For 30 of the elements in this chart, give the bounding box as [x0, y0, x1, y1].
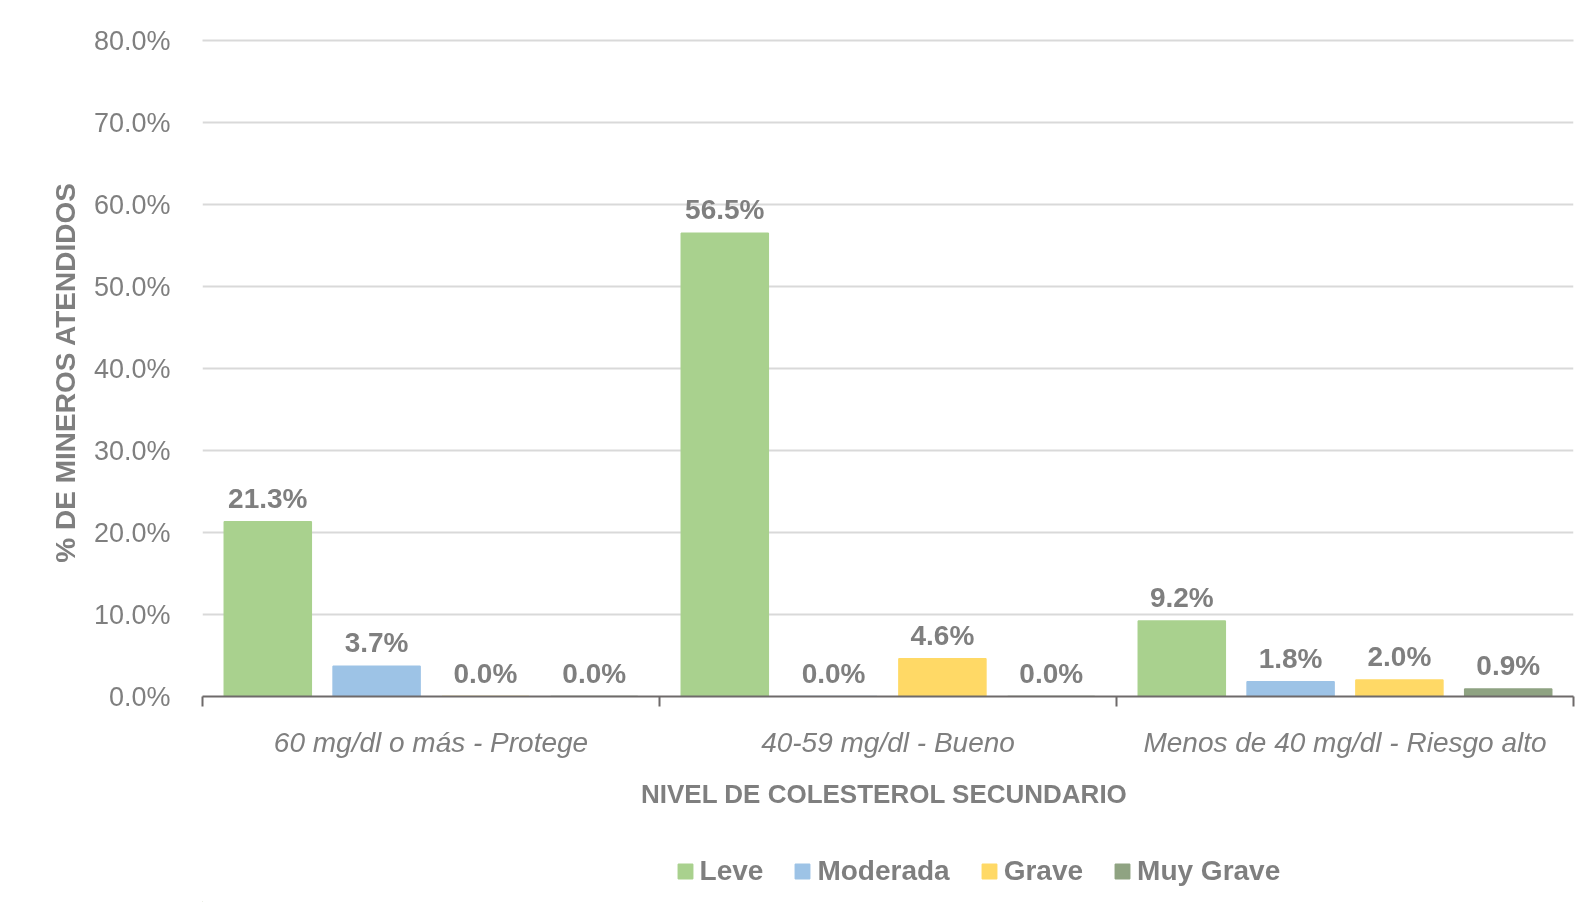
y-tick-label: 70.0% [93, 107, 171, 138]
data-label: 0.0% [453, 657, 518, 689]
data-label: 21.3% [228, 482, 308, 514]
data-label: 2.0% [1367, 641, 1432, 673]
y-tick-label: 80.0% [93, 25, 171, 56]
y-axis-title: % DE MINEROS ATENDIDOS [49, 183, 81, 563]
data-label: 56.5% [685, 194, 765, 226]
y-tick-label: 30.0% [93, 435, 171, 466]
y-tick-label: 50.0% [93, 271, 171, 302]
data-label: 9.2% [1149, 582, 1214, 614]
data-label: 0.0% [562, 657, 627, 689]
y-tick-label: 40.0% [93, 353, 171, 384]
legend-label: Leve [699, 855, 764, 887]
y-tick-label: 0.0% [108, 681, 171, 712]
data-label: 1.8% [1258, 642, 1323, 674]
data-label: 0.0% [801, 657, 866, 689]
legend-label: Moderada [817, 855, 950, 887]
x-tick-label: 60 mg/dl o más - Protege [273, 726, 589, 758]
data-label: 0.0% [1019, 657, 1084, 689]
legend-label: Grave [1003, 855, 1084, 887]
x-axis-title: NIVEL DE COLESTEROL SECUNDARIO [640, 778, 1127, 809]
legend-label: Muy Grave [1137, 855, 1281, 887]
x-tick-label: Menos de 40 mg/dl - Riesgo alto [1143, 726, 1547, 758]
y-tick-label: 20.0% [93, 517, 171, 548]
data-label: 3.7% [344, 627, 409, 659]
data-label: 4.6% [910, 619, 975, 651]
y-tick-label: 10.0% [93, 599, 171, 630]
data-label: 0.9% [1476, 650, 1541, 682]
x-tick-label: 40-59 mg/dl - Bueno [761, 726, 1015, 758]
y-tick-label: 60.0% [93, 189, 171, 220]
